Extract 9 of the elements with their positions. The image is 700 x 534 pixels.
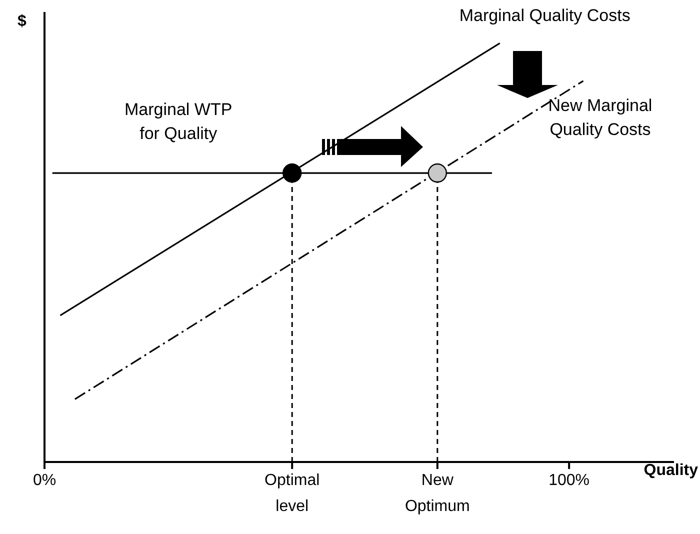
series-label: New Marginal Quality Costs [548, 96, 652, 139]
x-tick-label: 0% [32, 472, 56, 489]
x-tick-label: Optimal level [264, 472, 320, 515]
x-tick-label: 100% [548, 472, 590, 489]
text: Marginal Quality Costs [459, 6, 630, 26]
x-tick-label: New Optimum [404, 472, 470, 515]
x-axis-title: Quality [644, 462, 698, 479]
series-label: Marginal WTP for Quality [124, 100, 232, 144]
y-axis-title: $ [18, 13, 27, 30]
